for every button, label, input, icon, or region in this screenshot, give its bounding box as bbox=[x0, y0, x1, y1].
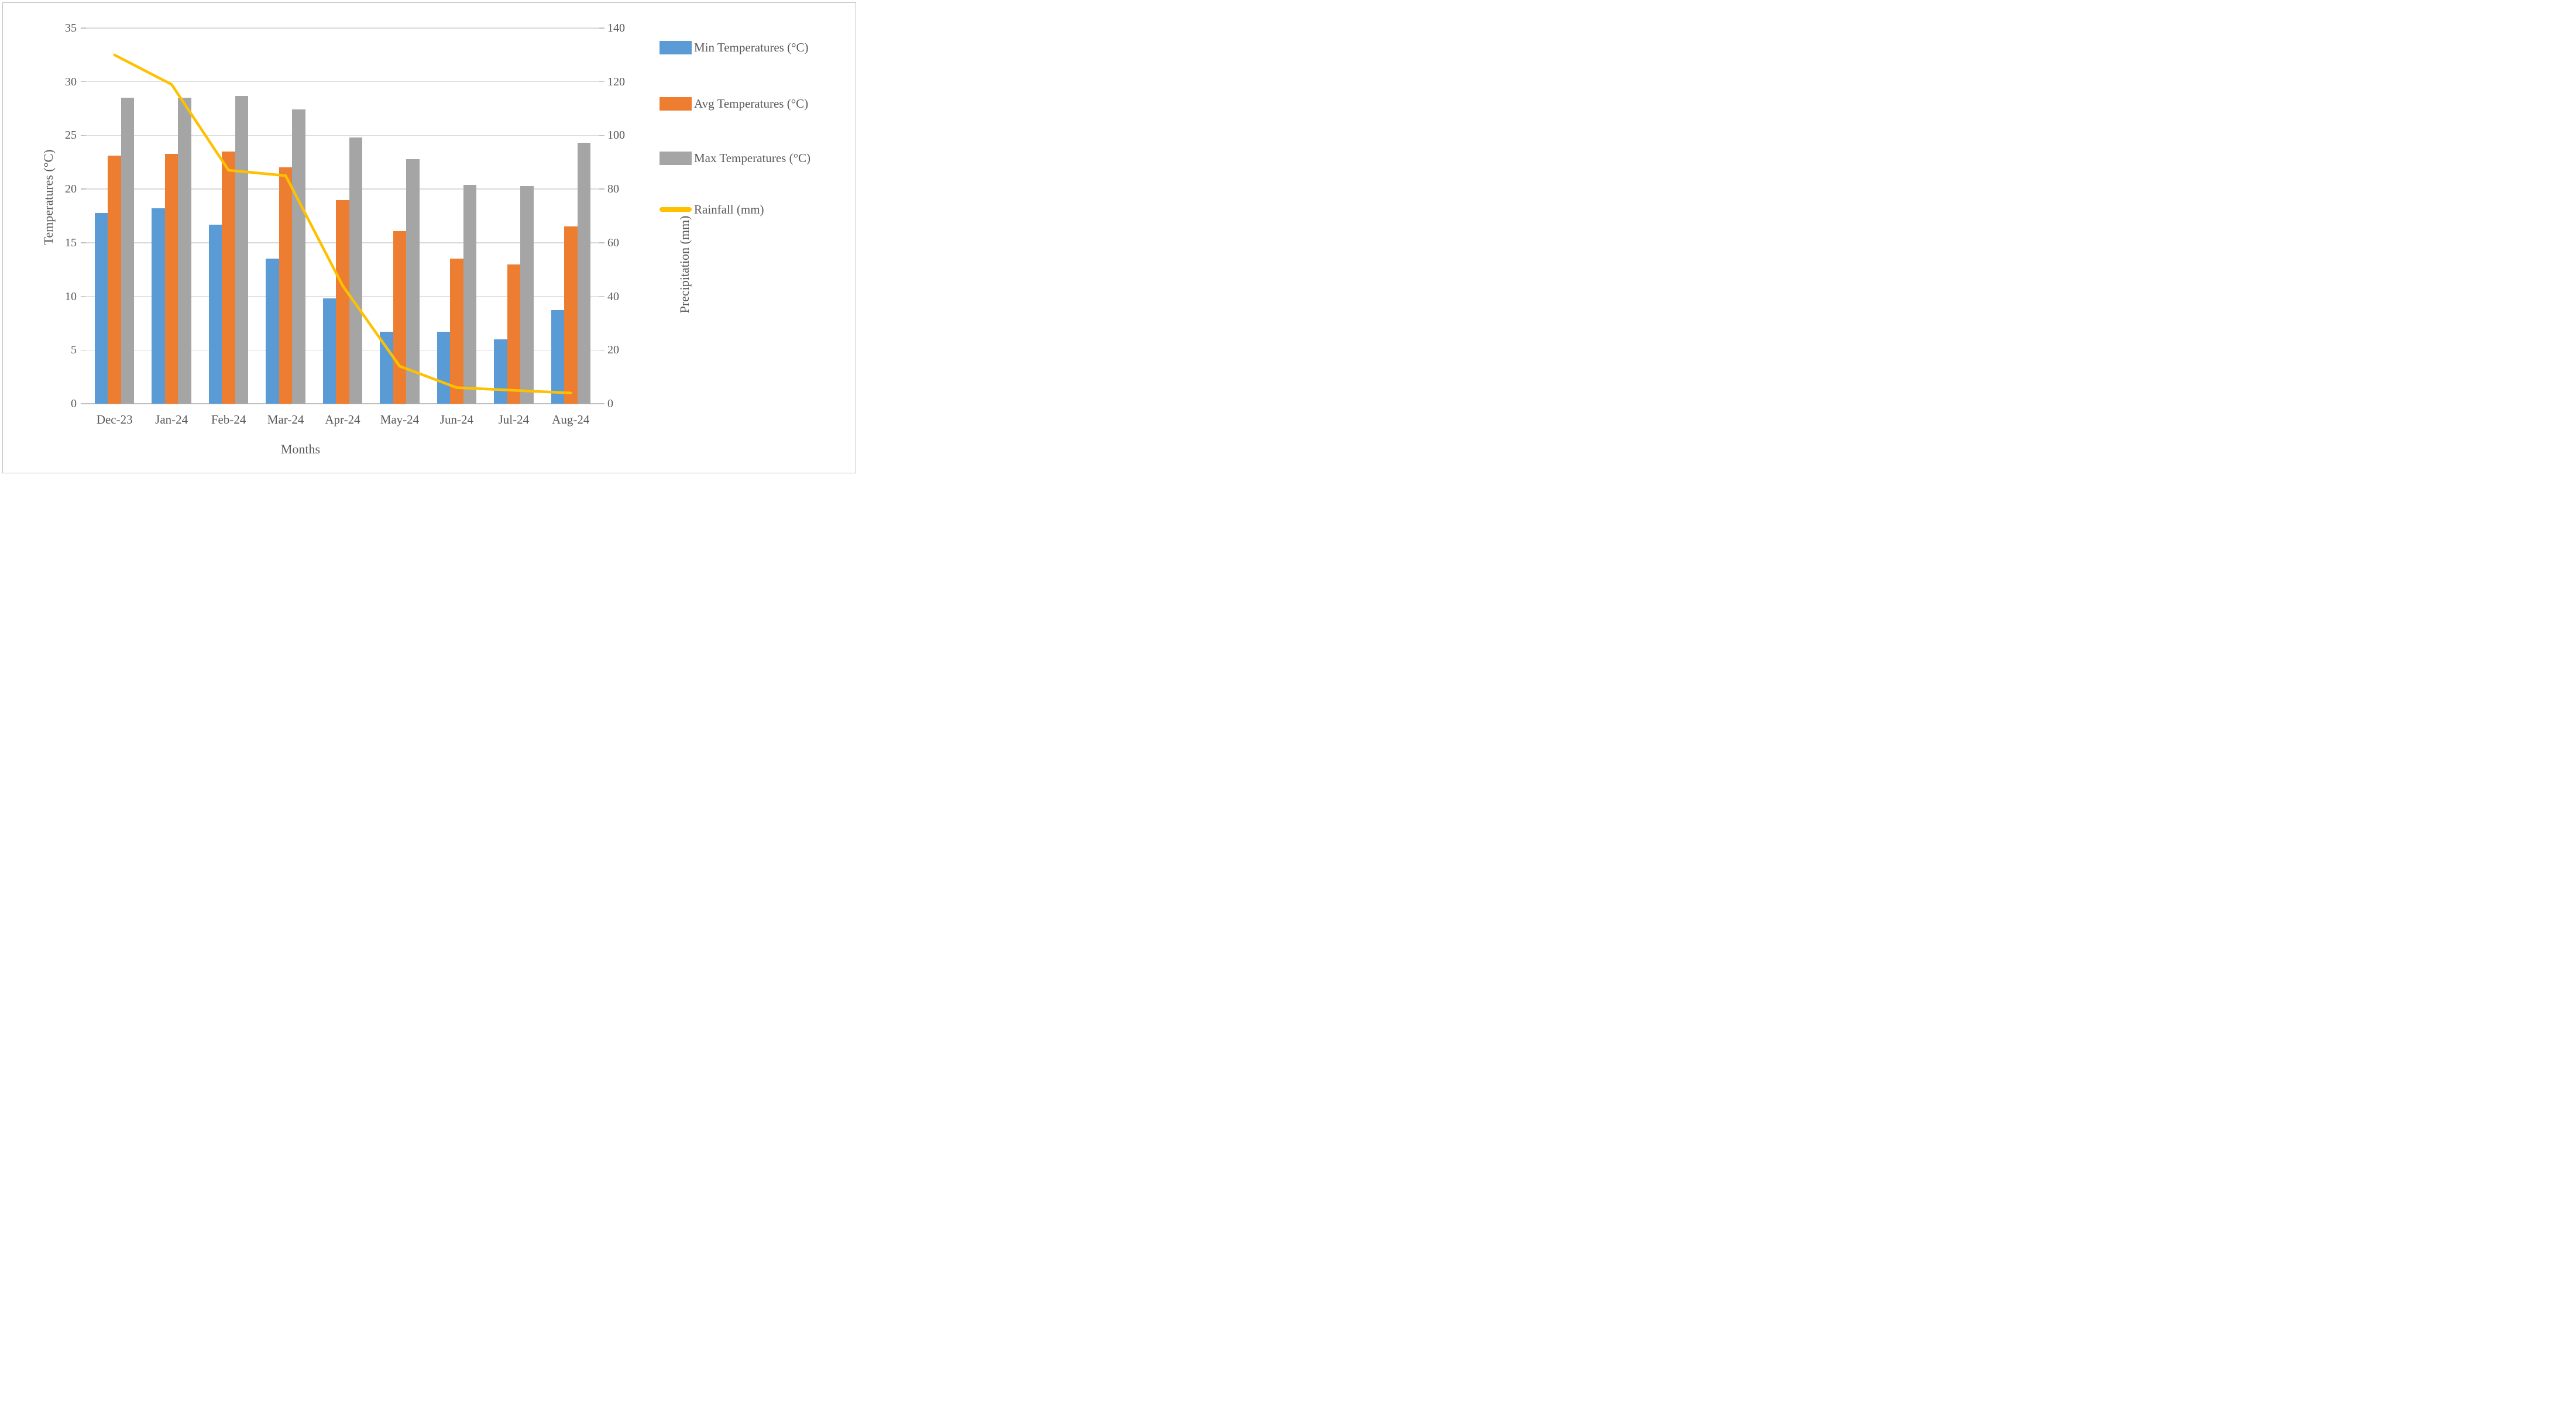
bar-min-Aug-24 bbox=[551, 310, 565, 404]
left-axis-tick-label: 0 bbox=[71, 397, 77, 410]
left-axis-tick-label: 30 bbox=[65, 75, 77, 88]
x-axis-tick-label: Jan-24 bbox=[155, 412, 188, 427]
left-axis-tick-mark bbox=[81, 295, 86, 297]
left-axis-title: Temperatures (°C) bbox=[41, 149, 56, 245]
right-axis-tick-label: 60 bbox=[607, 236, 619, 249]
legend-line-swatch bbox=[660, 207, 692, 212]
right-axis-tick-label: 140 bbox=[607, 22, 625, 35]
right-axis-tick-mark bbox=[599, 242, 604, 243]
right-axis-tick-mark bbox=[599, 135, 604, 136]
bar-avg-Jan-24 bbox=[164, 153, 178, 404]
legend-item-rainfall: Rainfall (mm) bbox=[660, 201, 764, 218]
legend-color-swatch bbox=[660, 97, 692, 111]
left-axis-tick-mark bbox=[81, 135, 86, 136]
left-axis-tick-mark bbox=[81, 403, 86, 404]
right-axis-tick-mark bbox=[599, 403, 604, 404]
legend-item-avg-temperatures: Avg Temperatures (°C) bbox=[660, 95, 808, 112]
bar-max-Mar-24 bbox=[292, 109, 305, 404]
left-axis-tick-mark bbox=[81, 242, 86, 243]
gridline bbox=[86, 27, 599, 29]
bar-max-Apr-24 bbox=[349, 137, 363, 404]
bar-avg-Aug-24 bbox=[564, 226, 578, 404]
left-axis-tick-label: 35 bbox=[65, 22, 77, 35]
left-axis-tick-label: 25 bbox=[65, 129, 77, 142]
left-axis-tick-label: 10 bbox=[65, 290, 77, 303]
x-axis-tick-label: Mar-24 bbox=[267, 412, 304, 427]
rainfall-line-layer bbox=[113, 53, 572, 394]
bar-avg-Feb-24 bbox=[222, 151, 235, 404]
gridline bbox=[86, 81, 599, 82]
x-axis-line bbox=[86, 403, 599, 405]
x-axis-tick-label: Dec-23 bbox=[96, 412, 133, 427]
bar-max-Jul-24 bbox=[520, 185, 534, 404]
right-axis-tick-mark bbox=[599, 188, 604, 190]
x-axis-tick-label: Jul-24 bbox=[498, 412, 530, 427]
left-axis-tick-mark bbox=[81, 81, 86, 82]
bar-min-Jun-24 bbox=[437, 332, 451, 404]
x-axis-tick-label: Jun-24 bbox=[439, 412, 473, 427]
bar-max-May-24 bbox=[406, 159, 420, 404]
x-axis-tick-label: May-24 bbox=[380, 412, 420, 427]
bar-min-Mar-24 bbox=[266, 259, 279, 404]
combo-chart: 0 5 10 15 20 25 30 35 0 20 40 60 80 100 120 140 Dec-23… bbox=[2, 2, 856, 473]
bar-min-May-24 bbox=[380, 332, 393, 404]
bar-min-Apr-24 bbox=[322, 298, 336, 404]
x-axis-title: Months bbox=[280, 442, 321, 456]
right-axis-tick-label: 20 bbox=[607, 343, 619, 357]
x-axis-tick-label: Feb-24 bbox=[211, 412, 246, 427]
right-axis-tick-mark bbox=[599, 349, 604, 351]
bar-max-Dec-23 bbox=[121, 98, 135, 404]
right-axis-tick-label: 100 bbox=[607, 129, 625, 142]
legend-color-swatch bbox=[660, 151, 692, 165]
legend-color-swatch bbox=[660, 40, 692, 54]
legend-label: Min Temperatures (°C) bbox=[694, 40, 809, 54]
left-axis-tick-mark bbox=[81, 349, 86, 351]
legend-label: Avg Temperatures (°C) bbox=[694, 96, 809, 111]
gridline bbox=[86, 135, 599, 136]
x-axis-tick-label: Apr-24 bbox=[325, 412, 360, 427]
right-axis-tick-mark bbox=[599, 27, 604, 29]
bar-max-Aug-24 bbox=[577, 143, 591, 404]
right-axis-tick-label: 0 bbox=[607, 397, 613, 410]
legend-label: Max Temperatures (°C) bbox=[694, 150, 810, 165]
left-axis-tick-label: 15 bbox=[65, 236, 77, 249]
left-axis-tick-mark bbox=[81, 188, 86, 190]
right-axis-tick-mark bbox=[599, 295, 604, 297]
left-axis-tick-mark bbox=[81, 27, 86, 29]
bar-min-Feb-24 bbox=[208, 224, 222, 404]
right-axis-tick-label: 120 bbox=[607, 75, 625, 88]
legend-label: Rainfall (mm) bbox=[694, 202, 764, 216]
right-axis-tick-label: 80 bbox=[607, 183, 619, 196]
rainfall-line bbox=[113, 53, 572, 394]
bar-min-Dec-23 bbox=[94, 212, 108, 404]
legend-item-min-temperatures: Min Temperatures (°C) bbox=[660, 39, 809, 56]
gridline bbox=[86, 188, 599, 190]
bar-avg-Jun-24 bbox=[450, 259, 463, 404]
left-axis-tick-label: 5 bbox=[71, 343, 77, 357]
x-axis-tick-label: Aug-24 bbox=[552, 412, 590, 427]
bar-min-Jan-24 bbox=[152, 208, 165, 404]
right-axis-tick-label: 40 bbox=[607, 290, 619, 303]
right-axis-tick-mark bbox=[599, 81, 604, 82]
bar-max-Jan-24 bbox=[178, 98, 191, 404]
bar-max-Jun-24 bbox=[463, 184, 477, 404]
left-axis-tick-label: 20 bbox=[65, 183, 77, 196]
bar-avg-Dec-23 bbox=[108, 156, 121, 404]
legend-item-max-temperatures: Max Temperatures (°C) bbox=[660, 149, 810, 167]
bar-avg-Jul-24 bbox=[507, 264, 521, 404]
bar-min-Jul-24 bbox=[494, 339, 507, 404]
plot-area bbox=[81, 27, 604, 405]
bar-avg-Apr-24 bbox=[336, 200, 349, 404]
bar-avg-Mar-24 bbox=[279, 167, 293, 404]
